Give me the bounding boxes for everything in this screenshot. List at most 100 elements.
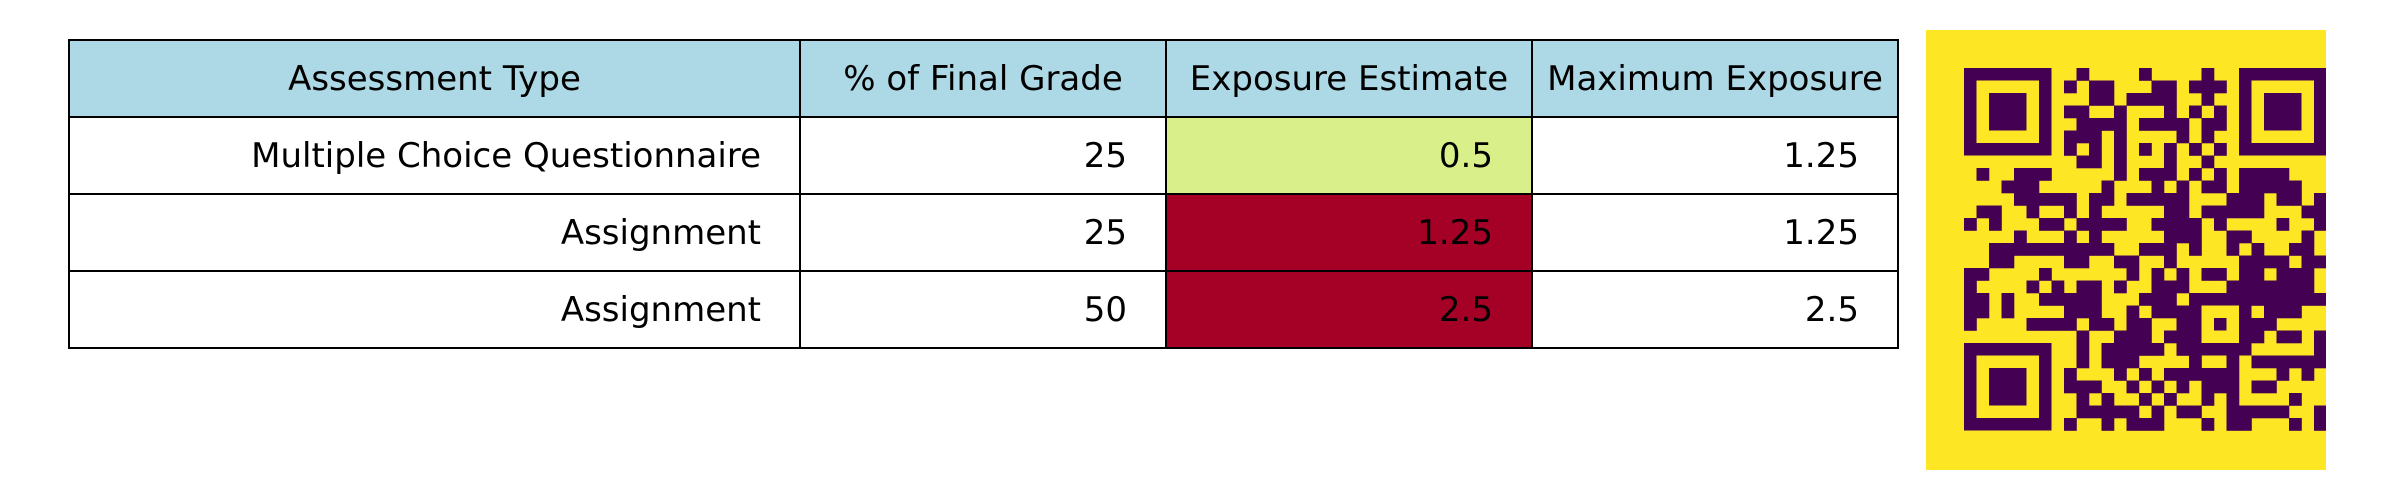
qr-module (2164, 218, 2177, 231)
qr-module (2314, 330, 2327, 344)
qr-module (2251, 380, 2265, 394)
qr-module (2026, 243, 2040, 256)
qr-module (2151, 118, 2165, 131)
qr-module (2176, 305, 2190, 319)
qr-module (2151, 305, 2165, 319)
qr-module (1989, 205, 2002, 219)
qr-module (2164, 105, 2177, 119)
table-header-row: Assessment Type % of Final Grade Exposur… (68, 39, 1899, 118)
qr-module (2089, 80, 2102, 94)
qr-module (1964, 305, 1977, 319)
qr-module (2176, 368, 2190, 381)
qr-code (1926, 30, 2327, 470)
qr-module (2164, 205, 2177, 219)
qr-module (2251, 268, 2265, 281)
qr-module (2001, 180, 2015, 194)
qr-module (2039, 243, 2052, 256)
qr-module (2289, 243, 2302, 256)
qr-module (2264, 255, 2277, 269)
qr-module (2101, 93, 2115, 106)
qr-module (2251, 318, 2265, 331)
qr-finder-center (1989, 93, 2027, 131)
qr-module (2189, 80, 2202, 94)
qr-module (2201, 155, 2215, 169)
qr-module (2251, 405, 2265, 419)
qr-module (2301, 205, 2315, 219)
qr-module (1964, 268, 1977, 281)
qr-module (2314, 218, 2327, 231)
qr-module (2264, 355, 2277, 369)
qr-module (2239, 280, 2252, 294)
qr-module (2114, 280, 2127, 294)
qr-module (2114, 168, 2127, 181)
qr-module (2076, 255, 2090, 269)
qr-module (2314, 418, 2327, 431)
qr-module (2314, 255, 2327, 269)
qr-module (2301, 355, 2315, 369)
qr-module (2189, 230, 2202, 244)
qr-module (2139, 343, 2152, 356)
qr-module (2264, 380, 2277, 394)
qr-module (2114, 130, 2127, 144)
qr-module (2064, 205, 2077, 219)
qr-module (2176, 330, 2190, 344)
qr-module (2151, 280, 2165, 294)
qr-module (2164, 305, 2177, 319)
qr-module (2051, 318, 2065, 331)
qr-module (2014, 168, 2027, 181)
qr-module (2101, 405, 2115, 419)
qr-module (2239, 255, 2252, 269)
qr-module (2214, 180, 2227, 194)
qr-module (2226, 193, 2240, 206)
qr-module (2101, 318, 2115, 331)
qr-module (2139, 393, 2152, 406)
qr-module (2026, 205, 2040, 219)
qr-module (1989, 243, 2002, 256)
qr-module (2126, 268, 2140, 281)
qr-module (2114, 105, 2127, 119)
qr-module (2314, 293, 2327, 306)
qr-module (2189, 355, 2202, 369)
qr-module (2139, 330, 2152, 344)
qr-module (2089, 155, 2102, 169)
qr-module (2176, 318, 2190, 331)
qr-module (2001, 305, 2015, 319)
qr-module (1976, 268, 1990, 281)
qr-module (2276, 193, 2290, 206)
qr-module (2276, 355, 2290, 369)
qr-module (2276, 305, 2290, 319)
qr-module (2101, 343, 2115, 356)
qr-module (2139, 418, 2152, 431)
qr-module (2114, 343, 2127, 356)
qr-module (2076, 355, 2090, 369)
qr-module (2039, 268, 2052, 281)
qr-module (2101, 243, 2115, 256)
qr-module (2289, 268, 2302, 281)
qr-module (2301, 368, 2315, 381)
qr-module (2201, 68, 2215, 81)
qr-module (2214, 368, 2227, 381)
qr-module (2189, 218, 2202, 231)
final-grade-cell: 50 (799, 270, 1167, 349)
qr-module (2264, 168, 2277, 181)
qr-module (2039, 193, 2052, 206)
qr-module (2089, 118, 2102, 131)
qr-module (2289, 180, 2302, 194)
exposure-estimate-cell: 0.5 (1165, 116, 1533, 195)
qr-module (2064, 418, 2077, 431)
qr-module (2214, 168, 2227, 181)
qr-module (2276, 280, 2290, 294)
qr-module (2076, 380, 2090, 394)
qr-module (2251, 205, 2265, 219)
qr-module (2264, 305, 2277, 319)
qr-module (1989, 218, 2002, 231)
qr-module (2139, 168, 2152, 181)
qr-module (2114, 143, 2127, 156)
qr-module (2176, 118, 2190, 131)
qr-module (2189, 143, 2202, 156)
qr-module (2064, 255, 2077, 269)
qr-module (2189, 105, 2202, 119)
qr-module (2251, 330, 2265, 344)
qr-module (2001, 243, 2015, 256)
